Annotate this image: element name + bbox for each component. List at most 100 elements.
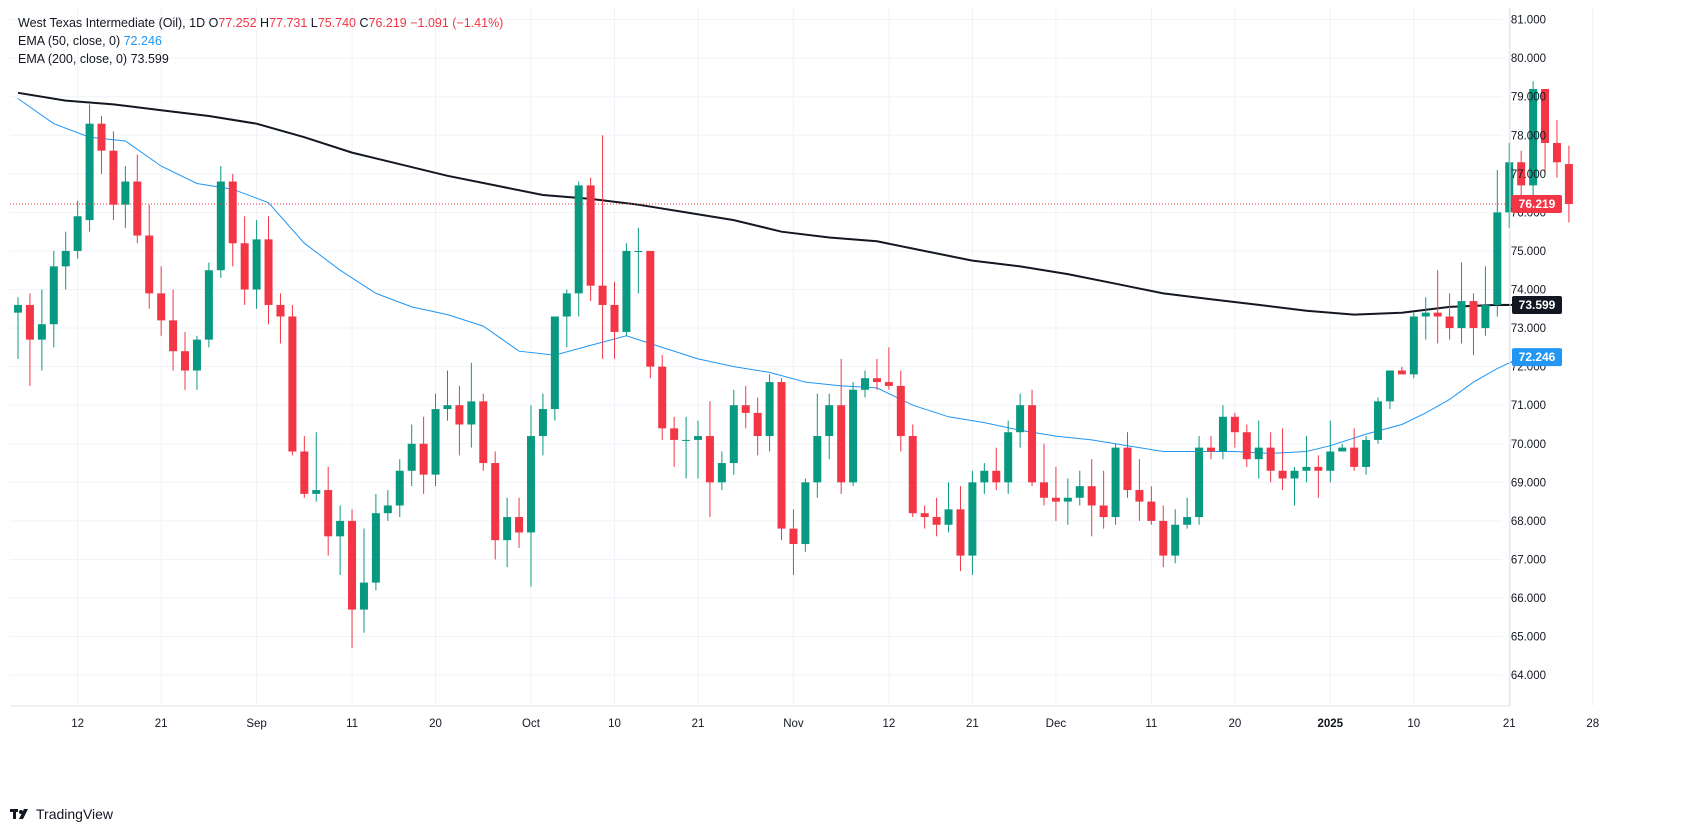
y-tick-label: 80.000 bbox=[1511, 53, 1546, 65]
candle-down bbox=[109, 131, 118, 221]
legend-ohlc-row: West Texas Intermediate (Oil), 1D O77.25… bbox=[18, 14, 503, 32]
candle-up bbox=[383, 490, 392, 521]
candle-body bbox=[670, 428, 679, 440]
candle-body bbox=[1505, 162, 1514, 213]
candle-body bbox=[1326, 451, 1335, 471]
time-axis[interactable]: 12 21 Sep 11 20 Oct 10 21 Nov 12 21 Dec 11 20 2025 10 21… bbox=[10, 705, 1599, 730]
ema200-line bbox=[17, 91, 1522, 316]
candle-up bbox=[968, 470, 977, 575]
candle-body bbox=[1445, 316, 1454, 329]
x-tick-label: Sep bbox=[246, 718, 266, 730]
candle-up bbox=[1505, 142, 1514, 228]
candle-down bbox=[789, 509, 798, 575]
candle-body bbox=[252, 239, 261, 290]
x-tick-label: 10 bbox=[608, 718, 621, 730]
candle-body bbox=[1481, 304, 1490, 329]
open-value: 77.252 bbox=[218, 16, 257, 30]
candle-body bbox=[1529, 88, 1538, 186]
candle-up bbox=[37, 289, 46, 371]
candle-body bbox=[455, 405, 464, 425]
candle-down bbox=[300, 436, 309, 498]
x-tick-label: 10 bbox=[1407, 718, 1420, 730]
candle-body bbox=[598, 285, 607, 305]
candle-up bbox=[944, 482, 953, 533]
candle-body bbox=[133, 181, 142, 236]
ema200-label: EMA (200, close, 0) bbox=[18, 52, 128, 66]
y-tick-label: 81.000 bbox=[1511, 15, 1546, 27]
candle-down bbox=[1314, 455, 1323, 498]
candlestick-series[interactable] bbox=[14, 81, 1573, 649]
candle-up bbox=[312, 432, 321, 502]
candle-up bbox=[204, 262, 213, 348]
candle-up bbox=[729, 389, 738, 475]
low-value: 75.740 bbox=[317, 16, 356, 30]
x-tick-label: 12 bbox=[882, 718, 895, 730]
candle-down bbox=[288, 304, 297, 456]
candle-body bbox=[419, 443, 428, 475]
candle-body bbox=[622, 250, 631, 332]
price-axis-badge: 73.599 bbox=[1512, 295, 1562, 314]
legend-ema200-row[interactable]: EMA (200, close, 0) 73.599 bbox=[18, 50, 503, 68]
candle-body bbox=[1374, 401, 1383, 440]
y-tick-label: 65.000 bbox=[1511, 632, 1546, 644]
y-tick-label: 70.000 bbox=[1511, 439, 1546, 451]
candle-body bbox=[849, 389, 858, 483]
candle-body bbox=[1314, 466, 1323, 471]
candle-body bbox=[1051, 497, 1060, 502]
candle-up bbox=[1338, 443, 1347, 452]
chart-legend: West Texas Intermediate (Oil), 1D O77.25… bbox=[18, 14, 503, 68]
y-tick-label: 79.000 bbox=[1511, 92, 1546, 104]
instrument-title[interactable]: West Texas Intermediate (Oil), 1D bbox=[18, 16, 206, 30]
candle-up bbox=[73, 200, 82, 259]
candle-body bbox=[300, 451, 309, 494]
price-badge-bg bbox=[1512, 348, 1562, 367]
legend-ema50-row[interactable]: EMA (50, close, 0) 72.246 bbox=[18, 32, 503, 50]
candle-body bbox=[717, 463, 726, 483]
candle-body bbox=[515, 517, 524, 533]
candle-down bbox=[932, 497, 941, 537]
price-axis-badge: 76.219 bbox=[1512, 194, 1562, 213]
candle-body bbox=[383, 505, 392, 514]
candle-body bbox=[1195, 447, 1204, 518]
open-label: O bbox=[208, 16, 219, 30]
candle-body bbox=[312, 490, 321, 494]
candle-up bbox=[431, 393, 440, 487]
candle-down bbox=[157, 266, 166, 336]
candle-down bbox=[992, 447, 1001, 491]
candle-up bbox=[717, 451, 726, 491]
candle-up bbox=[1374, 397, 1383, 444]
candle-down bbox=[1278, 428, 1287, 491]
price-axis-badge: 72.246 bbox=[1512, 348, 1562, 367]
candle-down bbox=[705, 401, 714, 518]
candle-up bbox=[49, 250, 58, 348]
candle-down bbox=[1087, 459, 1096, 537]
candle-up bbox=[1385, 370, 1394, 410]
candle-down bbox=[1552, 119, 1561, 178]
candle-up bbox=[1302, 436, 1311, 483]
candle-body bbox=[1517, 162, 1526, 186]
candle-down bbox=[598, 135, 607, 359]
candle-up bbox=[538, 393, 547, 456]
candle-body bbox=[25, 304, 34, 340]
high-label: H bbox=[260, 16, 270, 30]
candle-body bbox=[359, 582, 368, 610]
candle-down bbox=[753, 397, 762, 456]
tradingview-logo-icon bbox=[10, 809, 28, 819]
candle-up bbox=[1111, 443, 1120, 525]
candle-body bbox=[1469, 301, 1478, 329]
candle-up bbox=[765, 374, 774, 452]
price-badge-text: 73.599 bbox=[1519, 298, 1556, 312]
candle-down bbox=[1147, 486, 1156, 525]
candle-body bbox=[97, 123, 106, 151]
candle-down bbox=[515, 497, 524, 548]
candle-body bbox=[741, 405, 750, 413]
candle-body bbox=[264, 239, 273, 305]
candle-body bbox=[705, 436, 714, 483]
candle-body bbox=[1004, 432, 1013, 483]
candle-body bbox=[1409, 316, 1418, 375]
tradingview-brand[interactable]: TradingView bbox=[10, 806, 113, 822]
candle-body bbox=[1171, 524, 1180, 556]
candle-body bbox=[204, 270, 213, 340]
candle-body bbox=[992, 470, 1001, 483]
